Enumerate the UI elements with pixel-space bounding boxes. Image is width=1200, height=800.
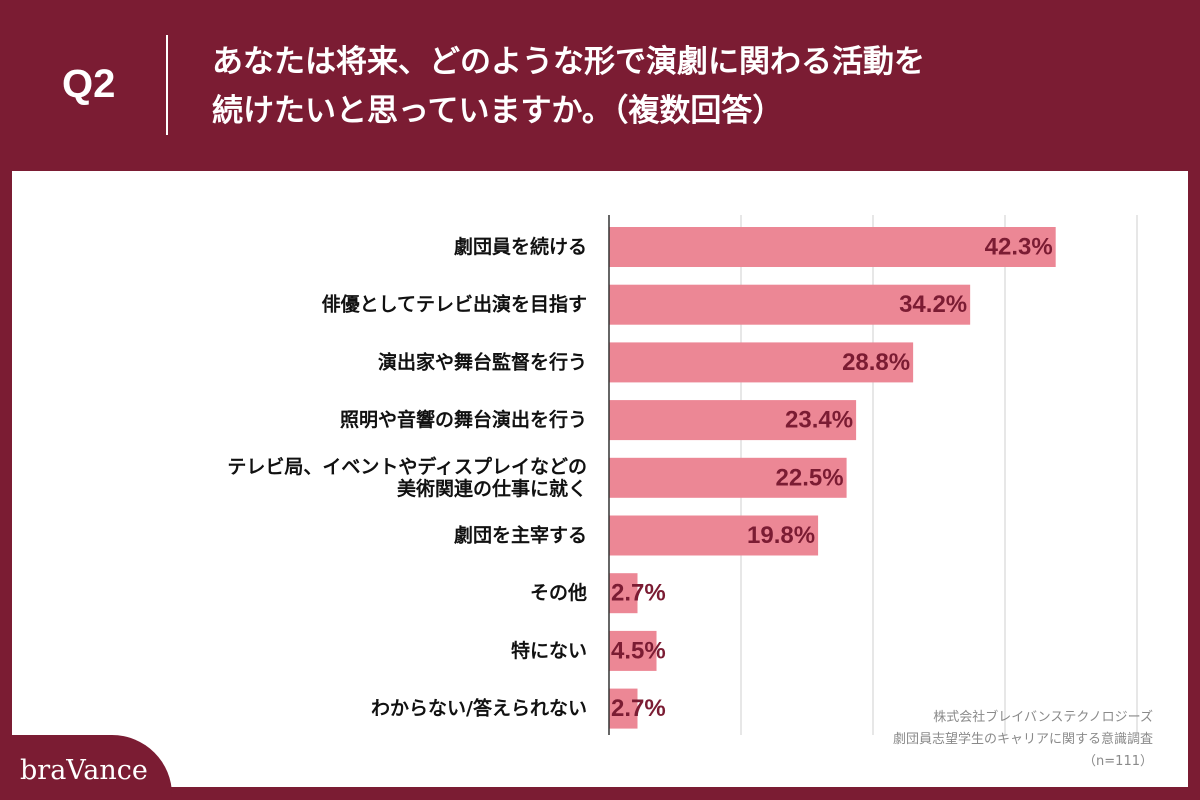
bar [609,284,971,325]
bar [609,630,657,671]
brand-tab [0,735,172,800]
category-label: 俳優としてテレビ出演を目指す [322,293,587,316]
data-label: 22.5% [776,464,844,491]
category-label: 劇団員を続ける [454,235,587,258]
data-label: 34.2% [899,291,967,318]
category-label: 演出家や舞台監督を行う [378,350,587,373]
question-text: あなたは将来、どのような形で演劇に関わる活動を 続けたいと思っていますか。（複数… [212,38,1172,136]
source-company: 株式会社ブレイバンステクノロジーズ [933,710,1153,725]
data-label: 2.7% [611,695,666,722]
category-label: 美術関連の仕事に就く [397,477,587,500]
bar-chart: 劇団員を続ける 42.3% 俳優としてテレビ出演を目指す 34.2% 演出家や舞台監督を… [227,215,1138,735]
data-label: 42.3% [985,234,1053,261]
category-label: 劇団を主宰する [454,524,587,547]
bar [609,688,638,729]
source-note: 株式会社ブレイバンステクノロジーズ 劇団員志望学生のキャリアに関する意識調査 （… [793,707,1153,773]
chart-card: 劇団員を続ける 42.3% 俳優としてテレビ出演を目指す 34.2% 演出家や舞台監督を… [12,171,1188,787]
category-label: わからない/答えられない [371,697,587,720]
source-survey: 劇団員志望学生のキャリアに関する意識調査 [892,732,1153,747]
brand-logo: braVance [20,755,148,786]
bar [609,515,819,556]
bar [609,457,847,498]
bar [609,400,857,441]
data-label: 2.7% [611,580,666,607]
bar [609,342,914,383]
question-text-line-2: 続けたいと思っていますか。（複数回答） [212,93,784,129]
bar [609,227,1056,267]
category-label: 照明や音響の舞台演出を行う [340,408,587,431]
header: Q2 あなたは将来、どのような形で演劇に関わる活動を 続けたいと思っていますか。… [0,0,1200,170]
header-divider [166,35,168,135]
question-text-line-1: あなたは将来、どのような形で演劇に関わる活動を [212,44,925,80]
data-label: 28.8% [842,349,910,376]
category-label: テレビ局、イベントやディスプレイなどの [227,455,587,478]
question-number: Q2 [62,62,116,106]
category-label: その他 [530,581,587,604]
bar [609,573,638,614]
data-label: 23.4% [785,407,853,434]
data-label: 19.8% [747,522,815,549]
category-label: 特にない [511,640,587,662]
source-sample-size: （n=111） [1083,754,1153,769]
data-label: 4.5% [611,637,666,664]
